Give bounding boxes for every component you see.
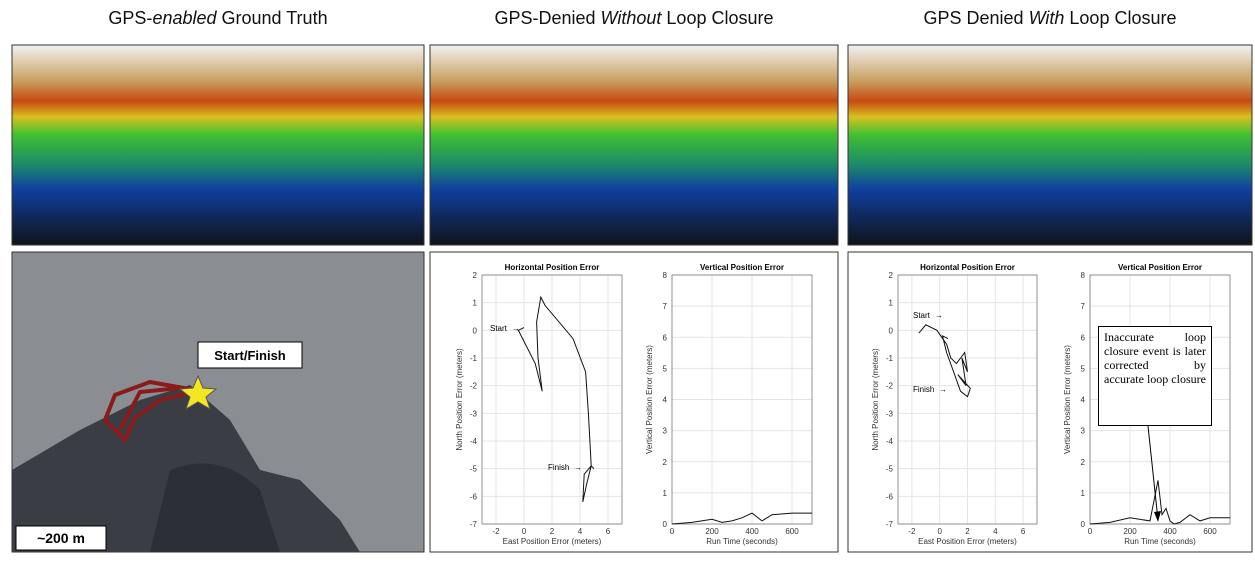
annotation-arrow: → — [512, 324, 520, 333]
y-tick-label: 8 — [1081, 271, 1086, 280]
map-label: Start/Finish — [214, 348, 286, 363]
y-tick-label: 0 — [889, 326, 894, 335]
y-tick-label: 6 — [1081, 333, 1086, 342]
y-tick-label: 3 — [663, 427, 668, 436]
y-tick-label: -4 — [886, 437, 894, 446]
y-tick-label: -1 — [886, 354, 894, 363]
y-tick-label: -2 — [470, 382, 478, 391]
x-axis-label: East Position Error (meters) — [503, 537, 602, 546]
map-scale: ~200 m — [37, 530, 85, 546]
x-tick-label: 2 — [550, 527, 555, 536]
y-tick-label: 1 — [663, 489, 668, 498]
titles: GPS-enabled Ground Truth GPS-Denied With… — [108, 8, 1176, 28]
y-tick-label: 1 — [473, 299, 478, 308]
x-axis-label: Run Time (seconds) — [706, 537, 778, 546]
x-tick-label: 4 — [578, 527, 583, 536]
y-axis-label: Vertical Position Error (meters) — [645, 345, 654, 454]
plot-title: Horizontal Position Error — [505, 263, 600, 272]
x-tick-label: 2 — [965, 527, 970, 536]
plot-title: Vertical Position Error — [700, 263, 784, 272]
x-tick-label: 0 — [522, 527, 527, 536]
x-tick-label: 200 — [705, 527, 719, 536]
plot-annotation: Finish — [913, 385, 934, 394]
plot-annotation: Start — [913, 311, 931, 320]
x-tick-label: 6 — [606, 527, 611, 536]
y-axis-label: North Position Error (meters) — [455, 348, 464, 451]
x-tick-label: 6 — [1021, 527, 1026, 536]
terrain-image — [430, 45, 838, 245]
x-axis-label: East Position Error (meters) — [918, 537, 1017, 546]
y-tick-label: -7 — [470, 520, 478, 529]
annotation-text: Inaccurate loop closure event is later c… — [1098, 326, 1212, 426]
y-tick-label: 2 — [1081, 458, 1086, 467]
y-axis-label: Vertical Position Error (meters) — [1063, 345, 1072, 454]
figure: GPS-enabled Ground Truth GPS-Denied With… — [0, 0, 1255, 556]
y-tick-label: -7 — [886, 520, 894, 529]
y-tick-label: 2 — [473, 271, 478, 280]
y-tick-label: 6 — [663, 333, 668, 342]
y-tick-label: 2 — [889, 271, 894, 280]
y-tick-label: -6 — [470, 492, 478, 501]
x-tick-label: 600 — [1203, 527, 1217, 536]
plot-annotation: Start — [490, 324, 508, 333]
annotation-arrow: → — [574, 463, 582, 472]
annotation-arrow: → — [939, 385, 947, 394]
plot-title: Vertical Position Error — [1118, 263, 1202, 272]
plot-annotation: Finish — [548, 463, 569, 472]
y-axis-label: North Position Error (meters) — [871, 348, 880, 451]
panel-title: GPS Denied With Loop Closure — [924, 8, 1177, 28]
y-tick-label: 0 — [1081, 520, 1086, 529]
plot-title: Horizontal Position Error — [920, 263, 1015, 272]
y-tick-label: 4 — [663, 396, 668, 405]
x-tick-label: 200 — [1123, 527, 1137, 536]
y-tick-label: -5 — [886, 465, 894, 474]
y-tick-label: -6 — [886, 492, 894, 501]
y-tick-label: 0 — [473, 326, 478, 335]
y-tick-label: 5 — [1081, 364, 1086, 373]
terrain-image — [12, 45, 424, 245]
terrain-images — [12, 45, 1252, 245]
x-axis-label: Run Time (seconds) — [1124, 537, 1196, 546]
y-tick-label: -5 — [470, 465, 478, 474]
y-tick-label: 4 — [1081, 396, 1086, 405]
y-tick-label: 2 — [663, 458, 668, 467]
plot-panel — [430, 252, 838, 552]
y-tick-label: -2 — [886, 382, 894, 391]
y-tick-label: 1 — [889, 299, 894, 308]
annotation-box: Inaccurate loop closure event is later c… — [1098, 326, 1212, 426]
y-tick-label: 3 — [1081, 427, 1086, 436]
y-tick-label: 7 — [663, 302, 668, 311]
y-tick-label: -3 — [886, 409, 894, 418]
x-tick-label: 400 — [745, 527, 759, 536]
x-tick-label: 400 — [1163, 527, 1177, 536]
y-tick-label: 1 — [1081, 489, 1086, 498]
annotation-arrow: → — [935, 311, 943, 320]
panel-title: GPS-Denied Without Loop Closure — [494, 8, 773, 28]
x-tick-label: -2 — [492, 527, 500, 536]
x-tick-label: 600 — [785, 527, 799, 536]
x-tick-label: 4 — [993, 527, 998, 536]
x-tick-label: 0 — [937, 527, 942, 536]
y-tick-label: 8 — [663, 271, 668, 280]
map: Start/Finish ~200 m — [12, 252, 424, 552]
y-tick-label: 0 — [663, 520, 668, 529]
y-tick-label: -3 — [470, 409, 478, 418]
x-tick-label: 0 — [670, 527, 675, 536]
panel-title: GPS-enabled Ground Truth — [108, 8, 327, 28]
terrain-image — [848, 45, 1252, 245]
y-tick-label: -1 — [470, 354, 478, 363]
x-tick-label: -2 — [908, 527, 916, 536]
y-tick-label: -4 — [470, 437, 478, 446]
y-tick-label: 5 — [663, 364, 668, 373]
y-tick-label: 7 — [1081, 302, 1086, 311]
x-tick-label: 0 — [1088, 527, 1093, 536]
